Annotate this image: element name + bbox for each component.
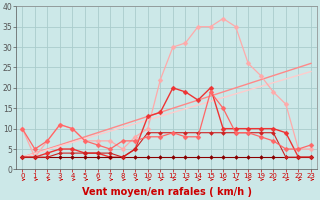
X-axis label: Vent moyen/en rafales ( km/h ): Vent moyen/en rafales ( km/h ) — [82, 187, 252, 197]
